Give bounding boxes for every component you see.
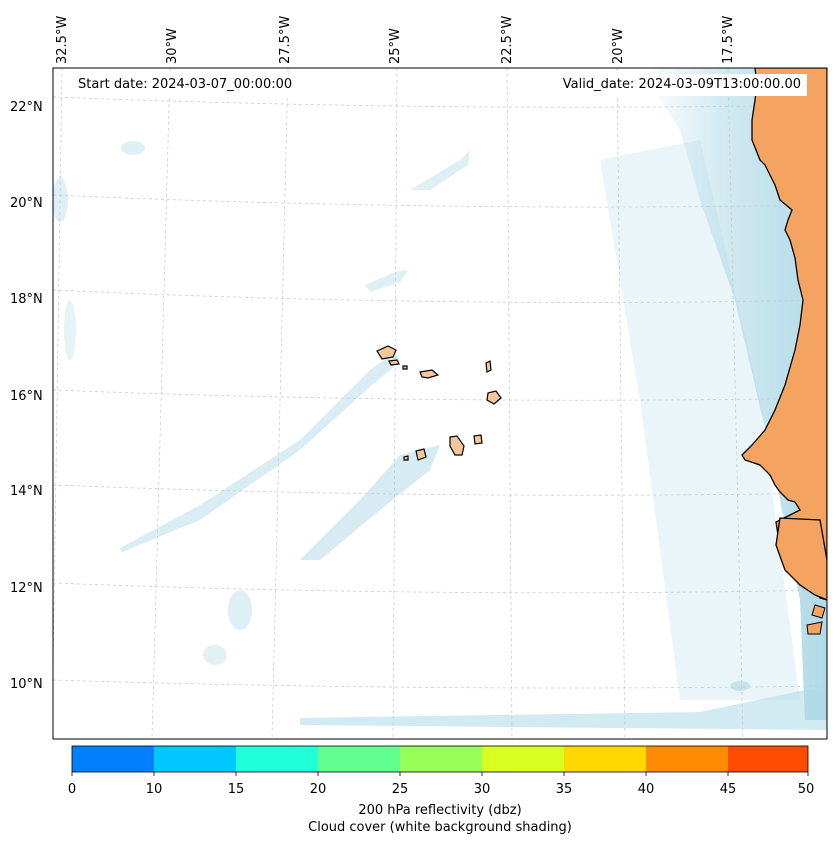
- lon-label: 20°W: [611, 28, 626, 64]
- colorbar-segment: [236, 746, 318, 772]
- lon-label: 30°W: [165, 28, 180, 64]
- colorbar-tick-label: 0: [68, 782, 76, 797]
- colorbar-tick-label: 50: [798, 782, 815, 797]
- colorbar-segment: [72, 746, 154, 772]
- lat-label: 16°N: [10, 389, 43, 404]
- colorbar-segment: [728, 746, 808, 772]
- colorbar-tick-label: 25: [392, 782, 409, 797]
- cloud-cover-layer: [53, 68, 827, 730]
- island-santiago: [449, 435, 465, 456]
- colorbar-tick-label: 45: [720, 782, 737, 797]
- colorbar-ticks: [71, 772, 809, 776]
- bijagos-island: [811, 604, 826, 619]
- colorbar-subtitle: Cloud cover (white background shading): [308, 820, 572, 835]
- colorbar-segment: [318, 746, 400, 772]
- graticule-grid: [53, 68, 827, 739]
- island-sal: [485, 360, 492, 373]
- colorbar-frame: [71, 745, 809, 773]
- colorbar-tick-label: 20: [310, 782, 327, 797]
- colorbar-segment: [646, 746, 728, 772]
- colorbar-title: 200 hPa reflectivity (dbz): [358, 803, 521, 818]
- island-santa-luzia: [402, 365, 408, 370]
- colorbar-segment: [154, 746, 236, 772]
- colorbar-tick-label: 35: [556, 782, 573, 797]
- lon-label: 25°W: [388, 28, 403, 64]
- africa-coast: [741, 68, 827, 635]
- colorbar-tick-label: 15: [228, 782, 245, 797]
- lat-label: 12°N: [10, 581, 43, 596]
- lat-label: 20°N: [10, 196, 43, 211]
- lon-label: 22.5°W: [500, 16, 515, 64]
- island-fogo: [415, 448, 427, 461]
- island-brava: [403, 455, 409, 461]
- lat-label: 22°N: [10, 100, 43, 115]
- lon-label: 32.5°W: [55, 16, 70, 64]
- colorbar-segment: [482, 746, 564, 772]
- colorbar-tick-label: 10: [146, 782, 163, 797]
- island-sao-vicente: [388, 359, 400, 366]
- colorbar-segment: [564, 746, 646, 772]
- island-maio: [473, 434, 483, 445]
- lon-labels: 32.5°W 30°W 27.5°W 25°W 22.5°W 20°W 17.5…: [55, 16, 736, 64]
- lat-label: 18°N: [10, 292, 43, 307]
- lon-label: 27.5°W: [278, 16, 293, 64]
- colorbar-tick-label: 40: [638, 782, 655, 797]
- island-sao-nicolau: [419, 369, 440, 379]
- lat-labels: 22°N 20°N 18°N 16°N 14°N 12°N 10°N: [10, 100, 43, 692]
- colorbar-segment: [400, 746, 482, 772]
- colorbar-tick-label: 30: [474, 782, 491, 797]
- bijagos-island: [806, 621, 823, 635]
- start-date-label: Start date: 2024-03-07_00:00:00: [72, 74, 299, 96]
- island-boa-vista: [486, 390, 502, 405]
- lat-label: 14°N: [10, 484, 43, 499]
- colorbar: 0 10 15 20 25 30 35 40 45 50 200 hPa ref…: [68, 745, 815, 835]
- valid-date-label: Valid_date: 2024-03-09T13:00:00.00: [556, 74, 807, 96]
- guinea-bissau-coast: [775, 517, 827, 601]
- island-santo-antao: [376, 345, 397, 360]
- cape-verde-islands: [376, 345, 502, 461]
- lat-label: 10°N: [10, 677, 43, 692]
- map-frame: [52, 67, 828, 740]
- lon-label: 17.5°W: [721, 16, 736, 64]
